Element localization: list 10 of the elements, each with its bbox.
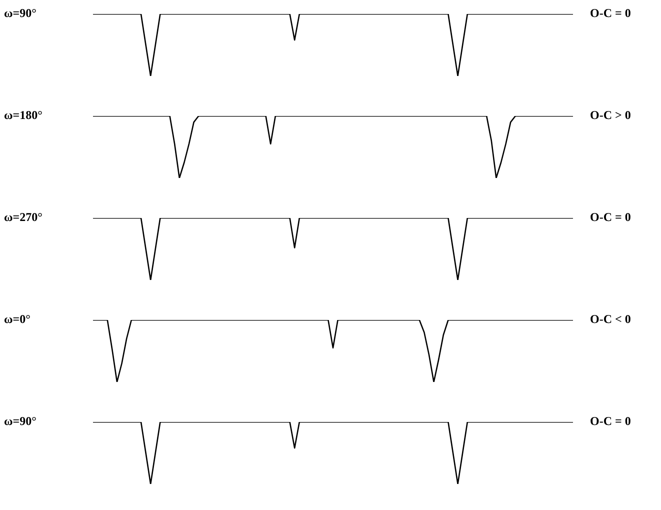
y-axis-title: ω=0° <box>4 312 30 327</box>
y-axis-title: ω=90° <box>4 414 36 429</box>
text: O-C > 0 <box>590 108 631 123</box>
y-axis-title: ω=90° <box>4 6 36 21</box>
text: O-C = 0 <box>590 414 631 429</box>
y-axis-title: ω=270° <box>4 210 42 225</box>
y-axis-title: ω=180° <box>4 108 42 123</box>
text: O-C < 0 <box>590 312 631 327</box>
text: O-C = 0 <box>590 6 631 21</box>
text: O-C = 0 <box>590 210 631 225</box>
